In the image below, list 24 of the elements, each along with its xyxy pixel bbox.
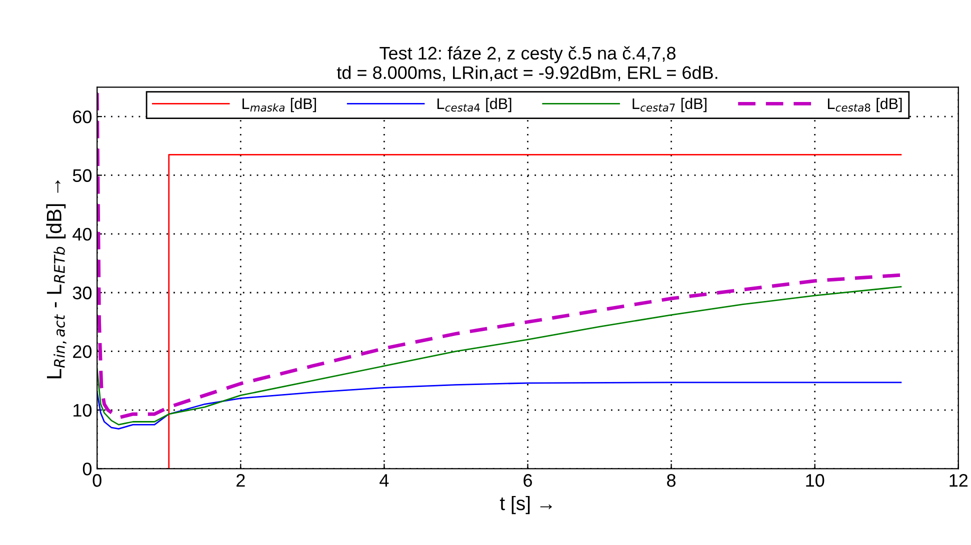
line-series bbox=[97, 382, 902, 430]
y-axis-title: L$_{Rin,act}$ - L$_{RETb}$ [dB] → bbox=[46, 180, 66, 378]
x-tick-label: 6 bbox=[524, 474, 532, 487]
x-tick-label: 8 bbox=[667, 474, 676, 487]
x-axis-title: t [s] → bbox=[500, 496, 552, 514]
x-tick-label: 12 bbox=[950, 474, 968, 487]
y-tick-label: 0 bbox=[82, 462, 92, 476]
legend-label: L$_{cesta4}$ [dB] bbox=[437, 98, 512, 112]
legend-label: L$_{cesta7}$ [dB] bbox=[632, 98, 706, 112]
legend-label: L$_{cesta8}$ [dB] bbox=[828, 98, 902, 112]
y-tick-label: 10 bbox=[74, 404, 92, 417]
y-tick-label: 50 bbox=[72, 169, 92, 182]
y-tick-label: 60 bbox=[73, 110, 92, 124]
y-tick-label: 20 bbox=[73, 345, 92, 358]
x-tick-label: 0 bbox=[92, 474, 102, 487]
line-series bbox=[97, 91, 903, 420]
line-series bbox=[97, 286, 902, 426]
y-tick-label: 40 bbox=[72, 228, 92, 241]
x-tick-label: 10 bbox=[806, 474, 824, 487]
chart-title: Test 12: fáze 2, z cesty č.5 na č.4,7,8 td = 8.000ms, LRin,act = -9.92dBm, ERL = 6dB. bbox=[336, 46, 718, 82]
legend-label: L$_{maska}$ [dB] bbox=[242, 98, 316, 112]
x-tick-label: 4 bbox=[380, 474, 389, 487]
y-tick-label: 30 bbox=[72, 286, 92, 300]
x-tick-label: 2 bbox=[236, 474, 245, 487]
